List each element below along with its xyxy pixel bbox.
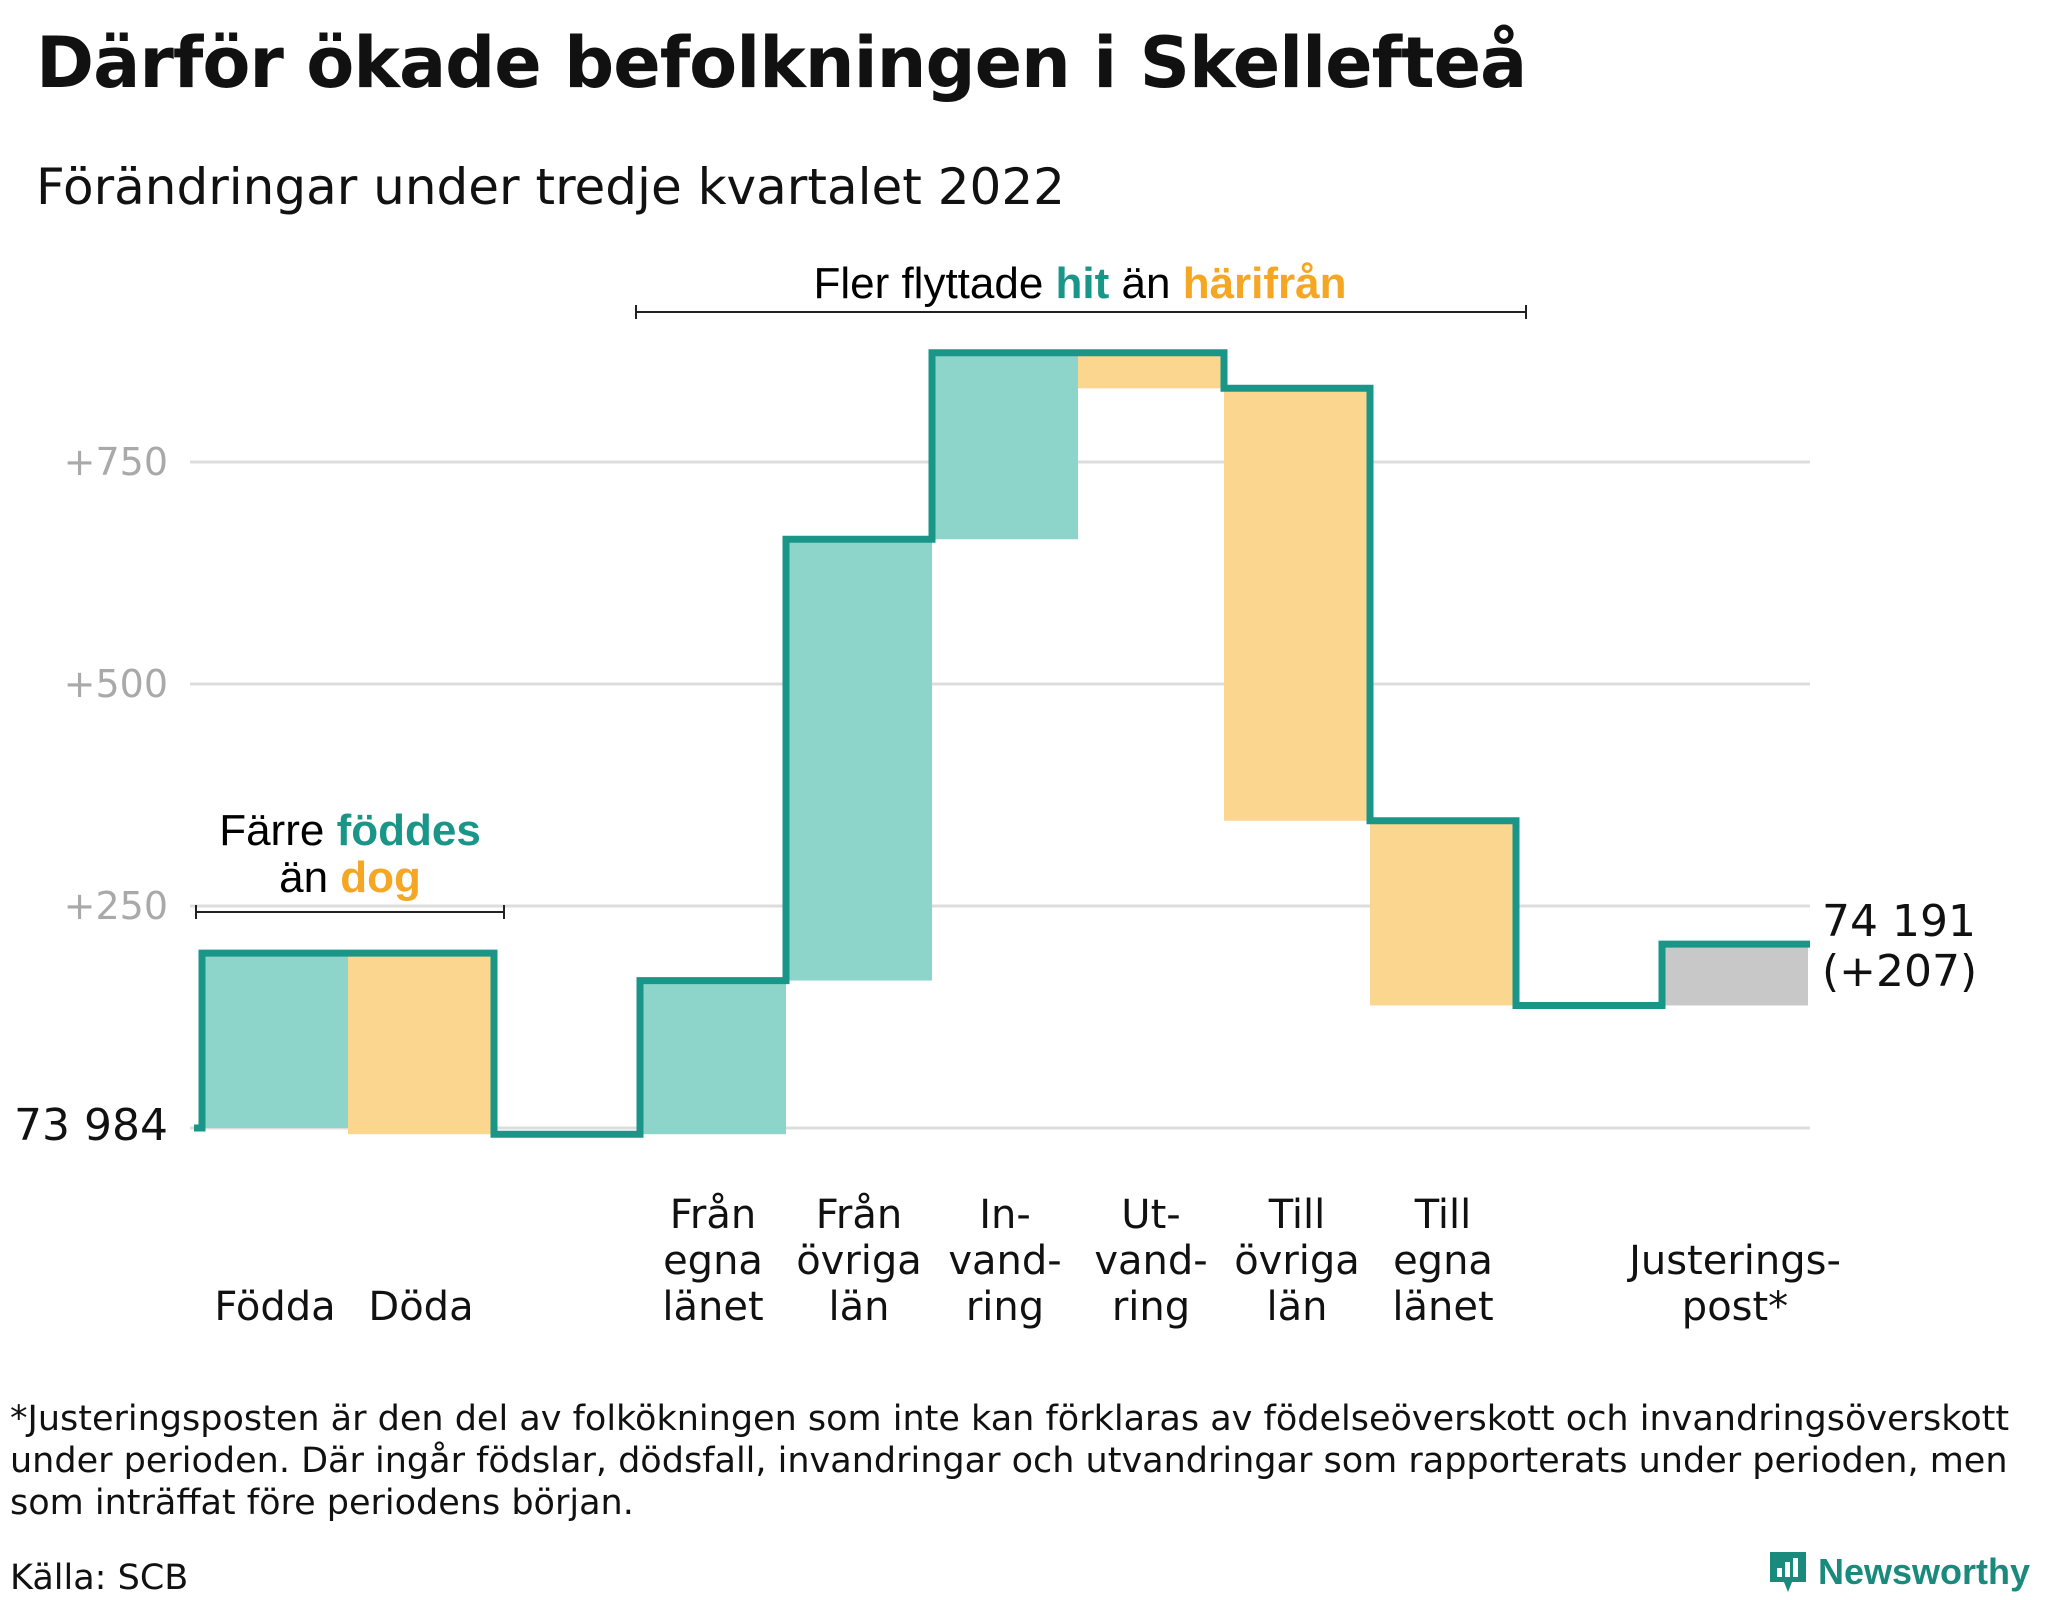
category-label: länet bbox=[662, 1284, 763, 1330]
category-label: ring bbox=[966, 1284, 1044, 1330]
end-change-label: (+207) bbox=[1822, 946, 1977, 997]
migration-annotation: Fler flyttade hit än härifrån bbox=[635, 259, 1527, 319]
end-value-label: 74 191 bbox=[1822, 896, 1976, 947]
waterfall-bar bbox=[1662, 944, 1808, 1006]
chart-title: Därför ökade befolkningen i Skellefteå bbox=[36, 22, 1527, 104]
category-label: Justerings- bbox=[1626, 1238, 1841, 1284]
category-label: Ut- bbox=[1121, 1192, 1180, 1238]
y-tick-label: +750 bbox=[64, 440, 168, 484]
category-label: länet bbox=[1392, 1284, 1493, 1330]
category-label: övriga bbox=[1234, 1238, 1360, 1284]
waterfall-bar bbox=[640, 980, 786, 1135]
category-label: Födda bbox=[214, 1284, 335, 1330]
newsworthy-logo-icon bbox=[1769, 1552, 1806, 1592]
category-label: Till bbox=[1268, 1192, 1326, 1238]
svg-text:än dog: än dog bbox=[279, 853, 421, 902]
y-tick-label: +500 bbox=[64, 662, 168, 706]
waterfall-bar bbox=[932, 352, 1078, 540]
category-label: ring bbox=[1112, 1284, 1190, 1330]
svg-text:Färre föddes: Färre föddes bbox=[219, 806, 481, 855]
footnote: *Justeringsposten är den del av folkökni… bbox=[10, 1399, 2010, 1523]
category-label: egna bbox=[1393, 1238, 1493, 1284]
category-label: Från bbox=[670, 1192, 756, 1238]
category-label: övriga bbox=[796, 1238, 922, 1284]
source-label: Källa: SCB bbox=[10, 1558, 189, 1598]
y-tick-label: +250 bbox=[64, 884, 168, 928]
waterfall-bar bbox=[1078, 352, 1224, 389]
category-label: Döda bbox=[368, 1284, 473, 1330]
waterfall-chart: +250+500+750 Födda DödaFrånegnalänetFrånö… bbox=[14, 259, 1977, 1330]
births-deaths-annotation: Färre föddes än dog bbox=[195, 806, 505, 919]
category-label: Till bbox=[1414, 1192, 1472, 1238]
waterfall-bar bbox=[1224, 388, 1370, 821]
category-label: egna bbox=[663, 1238, 763, 1284]
category-label: Från bbox=[816, 1192, 902, 1238]
waterfall-bar bbox=[202, 953, 348, 1128]
brand-logo: Newsworthy bbox=[1768, 1550, 2030, 1594]
waterfall-bar bbox=[1370, 820, 1516, 1006]
category-labels: Födda DödaFrånegnalänetFrånövrigalänIn-va… bbox=[214, 1192, 1841, 1330]
category-label: vand- bbox=[1094, 1238, 1207, 1284]
y-tick-labels: +250 +500 +750 bbox=[64, 440, 168, 928]
chart-subtitle: Förändringar under tredje kvartalet 2022 bbox=[36, 158, 1065, 216]
category-label: vand- bbox=[948, 1238, 1061, 1284]
waterfall-bar bbox=[786, 539, 932, 981]
bars bbox=[202, 352, 1808, 1135]
svg-text:Fler flyttade hit än härifrån: Fler flyttade hit än härifrån bbox=[813, 259, 1346, 308]
category-label: län bbox=[1267, 1284, 1328, 1330]
cumulative-step-line bbox=[194, 349, 1810, 1138]
start-value-label: 73 984 bbox=[14, 1100, 168, 1151]
brand-name: Newsworthy bbox=[1817, 1551, 2030, 1592]
waterfall-bar bbox=[348, 953, 494, 1135]
category-label: post* bbox=[1682, 1284, 1788, 1330]
category-label: län bbox=[829, 1284, 890, 1330]
category-label: In- bbox=[979, 1192, 1031, 1238]
